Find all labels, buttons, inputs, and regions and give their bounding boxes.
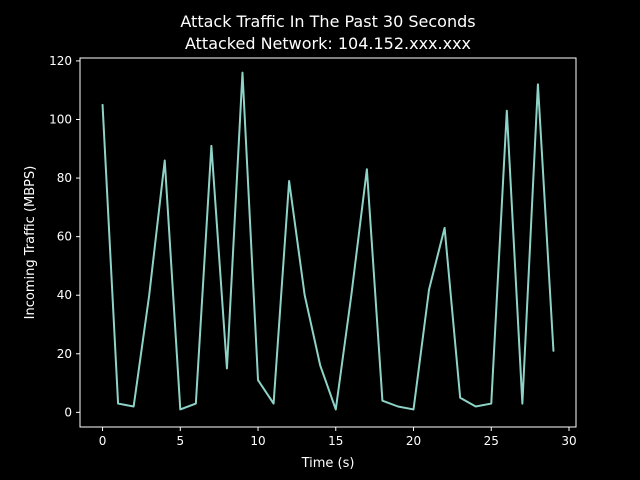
x-tick-label: 10 xyxy=(250,434,265,448)
x-tick-label: 15 xyxy=(328,434,343,448)
x-tick-label: 25 xyxy=(484,434,499,448)
y-tick-label: 80 xyxy=(57,171,72,185)
y-tick-label: 120 xyxy=(49,54,72,68)
chart-subtitle: Attacked Network: 104.152.xxx.xxx xyxy=(185,34,471,53)
y-tick-label: 40 xyxy=(57,288,72,302)
x-axis-ticks: 0 5 10 15 20 25 30 xyxy=(99,427,577,448)
x-tick-label: 30 xyxy=(561,434,576,448)
x-axis-label: Time (s) xyxy=(301,456,355,471)
y-axis-label: Incoming Traffic (MBPS) xyxy=(23,166,38,320)
y-axis-ticks: 0 20 40 60 80 100 120 xyxy=(49,54,80,419)
series-line xyxy=(101,71,555,411)
plot-area xyxy=(101,71,555,411)
plot-frame xyxy=(79,57,577,428)
x-tick-label: 20 xyxy=(406,434,421,448)
chart-title: Attack Traffic In The Past 30 Seconds xyxy=(180,12,475,31)
y-tick-label: 60 xyxy=(57,230,72,244)
x-tick-label: 0 xyxy=(99,434,107,448)
x-tick-label: 5 xyxy=(176,434,184,448)
y-tick-label: 20 xyxy=(57,347,72,361)
y-tick-label: 0 xyxy=(64,405,72,419)
y-tick-label: 100 xyxy=(49,113,72,127)
